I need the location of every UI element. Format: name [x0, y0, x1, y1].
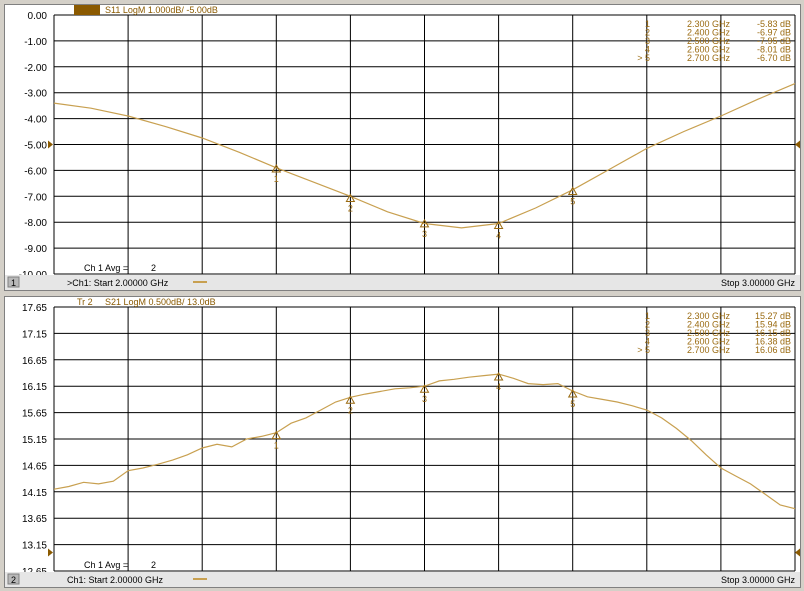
- chart1-marker-label-3: 3: [422, 229, 427, 239]
- chart1-marker-table-value: -6.70 dB: [757, 53, 791, 63]
- chart2-ytick-label: 14.15: [22, 488, 47, 499]
- chart2-title: S21 LogM 0.500dB/ 13.0dB: [105, 297, 216, 307]
- chart2-avg-value: 2: [151, 560, 156, 570]
- chart1-ytick-label: -7.00: [24, 192, 47, 203]
- chart1-marker-table-freq: 2.400 GHz: [687, 28, 731, 38]
- chart2-marker-table-value: 16.15 dB: [755, 328, 791, 338]
- chart2-ytick-label: 16.65: [22, 356, 47, 367]
- chart2-ytick-label: 13.15: [22, 541, 47, 552]
- chart2-marker-1: [271, 430, 282, 440]
- chart1-marker-label-2: 2: [348, 204, 353, 214]
- chart1-ytick-label: -1.00: [24, 37, 47, 48]
- chart2-ytick-label: 14.65: [22, 461, 47, 472]
- chart1-ref-arrow-left: [48, 140, 53, 149]
- chart1-marker-table-freq: 2.700 GHz: [687, 53, 731, 63]
- s21-chart: 17.65 17.15 16.65 16.15 15.65 15.15 14.65 14.15…: [5, 297, 800, 587]
- chart2-ytick-label: 13.65: [22, 514, 47, 525]
- chart1-trace-label: Tr 1: [77, 5, 93, 15]
- chart1-marker-table-id: 1: [645, 19, 650, 29]
- chart1-title: S11 LogM 1.000dB/ -5.00dB: [105, 5, 218, 15]
- chart1-avg-value: 2: [151, 263, 156, 273]
- s21-chart-panel: 17.65 17.15 16.65 16.15 15.65 15.15 14.65 14.15…: [4, 296, 801, 588]
- chart1-avg-label: Ch 1 Avg =: [84, 263, 128, 273]
- chart2-ytick-label: 17.15: [22, 329, 47, 340]
- chart2-marker-label-5: 5: [570, 399, 575, 409]
- chart1-channel-index-box: [7, 276, 20, 288]
- chart2-marker-table-freq: 2.600 GHz: [687, 337, 731, 347]
- chart2-ref-arrow-right: [795, 548, 800, 557]
- chart1-marker-3: [419, 218, 430, 228]
- s11-chart: 0.00 -1.00 -2.00 -3.00 -4.00 -5.00 -6.00 -7.00 -…: [5, 5, 800, 290]
- chart2-ytick-label: 16.15: [22, 382, 47, 393]
- chart1-trace-label-bg: [74, 5, 100, 15]
- chart1-marker-table-value: -8.01 dB: [757, 45, 791, 55]
- chart2-marker-table-freq: 2.300 GHz: [687, 311, 731, 321]
- chart2-marker-table-id: 1: [645, 311, 650, 321]
- chart2-status-bar: [5, 572, 800, 587]
- chart1-ytick-label: -2.00: [24, 63, 47, 74]
- chart2-marker-table-value: 15.94 dB: [755, 320, 791, 330]
- chart2-marker-table-freq: 2.400 GHz: [687, 320, 731, 330]
- chart2-marker-4: [493, 372, 504, 381]
- chart1-ytick-label: -3.00: [24, 89, 47, 100]
- chart2-marker-label-4: 4: [496, 382, 501, 392]
- chart2-ref-arrow-left: [48, 548, 53, 557]
- chart2-marker-5: [567, 388, 578, 398]
- chart1-marker-label-5: 5: [570, 197, 575, 207]
- chart1-marker-table-value: -7.95 dB: [757, 36, 791, 46]
- chart2-start-label: Ch1: Start 2.00000 GHz: [67, 575, 164, 585]
- chart2-marker-table-id: 4: [645, 337, 650, 347]
- chart2-ytick-label: 15.15: [22, 435, 47, 446]
- chart1-marker-table-freq: 2.600 GHz: [687, 45, 731, 55]
- chart2-marker-label-2: 2: [348, 405, 353, 415]
- chart2-stop-label: Stop 3.00000 GHz: [721, 575, 796, 585]
- s11-chart-panel: 0.00 -1.00 -2.00 -3.00 -4.00 -5.00 -6.00 -7.00 -…: [4, 4, 801, 291]
- chart1-ytick-label: 0.00: [28, 11, 48, 22]
- chart2-marker-table-id: 3: [645, 328, 650, 338]
- chart2-channel-index: 2: [11, 575, 16, 585]
- chart1-channel-index: 1: [11, 278, 16, 288]
- chart1-marker-label-4: 4: [496, 230, 501, 240]
- chart2-trace-label: Tr 2: [77, 297, 93, 307]
- chart1-marker-table-value: -6.97 dB: [757, 28, 791, 38]
- chart1-marker-table-id: 4: [645, 45, 650, 55]
- chart2-marker-table-value: 16.06 dB: [755, 345, 791, 355]
- chart1-ref-arrow-right: [795, 140, 800, 149]
- chart1-marker-table-freq: 2.300 GHz: [687, 19, 731, 29]
- chart1-marker-1: [271, 163, 282, 173]
- chart1-ytick-label: -9.00: [24, 244, 47, 255]
- chart1-ytick-label: -6.00: [24, 166, 47, 177]
- chart2-marker-table-value: 15.27 dB: [755, 311, 791, 321]
- chart2-marker-label-1: 1: [274, 441, 279, 451]
- chart1-marker-label-1: 1: [274, 174, 279, 184]
- chart1-ytick-label: -8.00: [24, 218, 47, 229]
- chart1-marker-table-value: -5.83 dB: [757, 19, 791, 29]
- chart2-channel-index-box: [7, 573, 20, 585]
- chart2-marker-table-freq: 2.700 GHz: [687, 345, 731, 355]
- chart1-marker-table-id: 2: [645, 28, 650, 38]
- chart2-marker-table-id: > 5: [637, 345, 650, 355]
- chart1-marker-5: [567, 186, 578, 196]
- chart2-marker-2: [345, 395, 356, 404]
- chart1-stop-label: Stop 3.00000 GHz: [721, 278, 796, 288]
- chart2-avg-label: Ch 1 Avg =: [84, 560, 128, 570]
- chart1-marker-4: [493, 220, 504, 229]
- chart1-marker-table-id: > 5: [637, 53, 650, 63]
- chart2-marker-table-freq: 2.500 GHz: [687, 328, 731, 338]
- chart1-ytick-label: -4.00: [24, 115, 47, 126]
- chart2-marker-table-id: 2: [645, 320, 650, 330]
- chart2-marker-table-value: 16.38 dB: [755, 337, 791, 347]
- chart1-marker-2: [345, 193, 356, 203]
- chart1-ytick-label: -5.00: [24, 141, 47, 152]
- chart1-start-label: >Ch1: Start 2.00000 GHz: [67, 278, 169, 288]
- chart2-ytick-label: 17.65: [22, 303, 47, 314]
- chart1-marker-table-id: 3: [645, 36, 650, 46]
- chart2-ytick-label: 15.65: [22, 409, 47, 420]
- chart2-marker-3: [419, 384, 430, 393]
- chart1-trace-line: [53, 83, 796, 229]
- chart2-marker-label-3: 3: [422, 394, 427, 404]
- chart1-status-bar: [5, 275, 800, 290]
- chart1-marker-table-freq: 2.500 GHz: [687, 36, 731, 46]
